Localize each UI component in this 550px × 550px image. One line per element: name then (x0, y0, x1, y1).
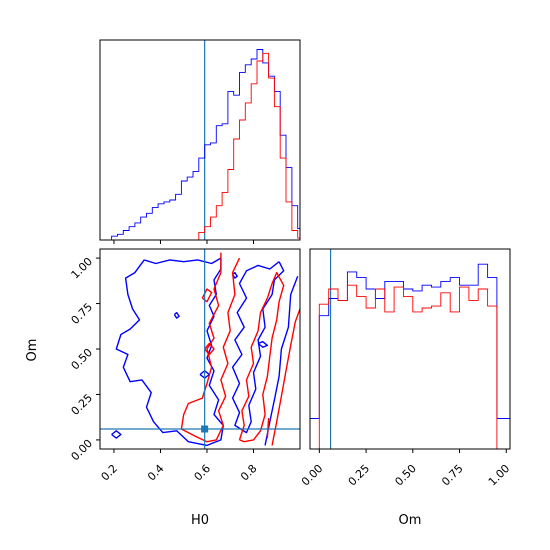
om-marginal-frame (309, 248, 511, 450)
h0-marginal-panel (99, 39, 301, 244)
h0-marginal-histogram-blue (100, 49, 301, 241)
joint-contour-blue (257, 341, 269, 348)
h0-marginal-frame (99, 39, 301, 241)
joint-panel: 0.2 0.4 0.6 0.80.000.250.500.751.00 (69, 248, 301, 483)
om-marginal-histogram-red (310, 284, 510, 450)
x-axis-title-om: Om (399, 513, 422, 528)
y-axis-title-om: Om (25, 339, 40, 362)
joint-contour-red (271, 308, 300, 446)
joint-contour-blue (111, 430, 122, 439)
joint-contour-red (180, 252, 241, 443)
joint-contour-blue (173, 311, 180, 319)
joint-contour-red (266, 418, 270, 439)
joint-truth-marker (201, 425, 209, 433)
joint-contour-blue (232, 271, 238, 279)
joint-contour-blue (264, 276, 299, 446)
joint-contour-blue (231, 261, 285, 434)
x-axis-title-h0: H0 (191, 513, 209, 528)
joint-frame (99, 248, 301, 450)
joint-contour-red (201, 288, 213, 303)
joint-contour-red (238, 271, 285, 443)
joint-contour-red (204, 342, 215, 356)
